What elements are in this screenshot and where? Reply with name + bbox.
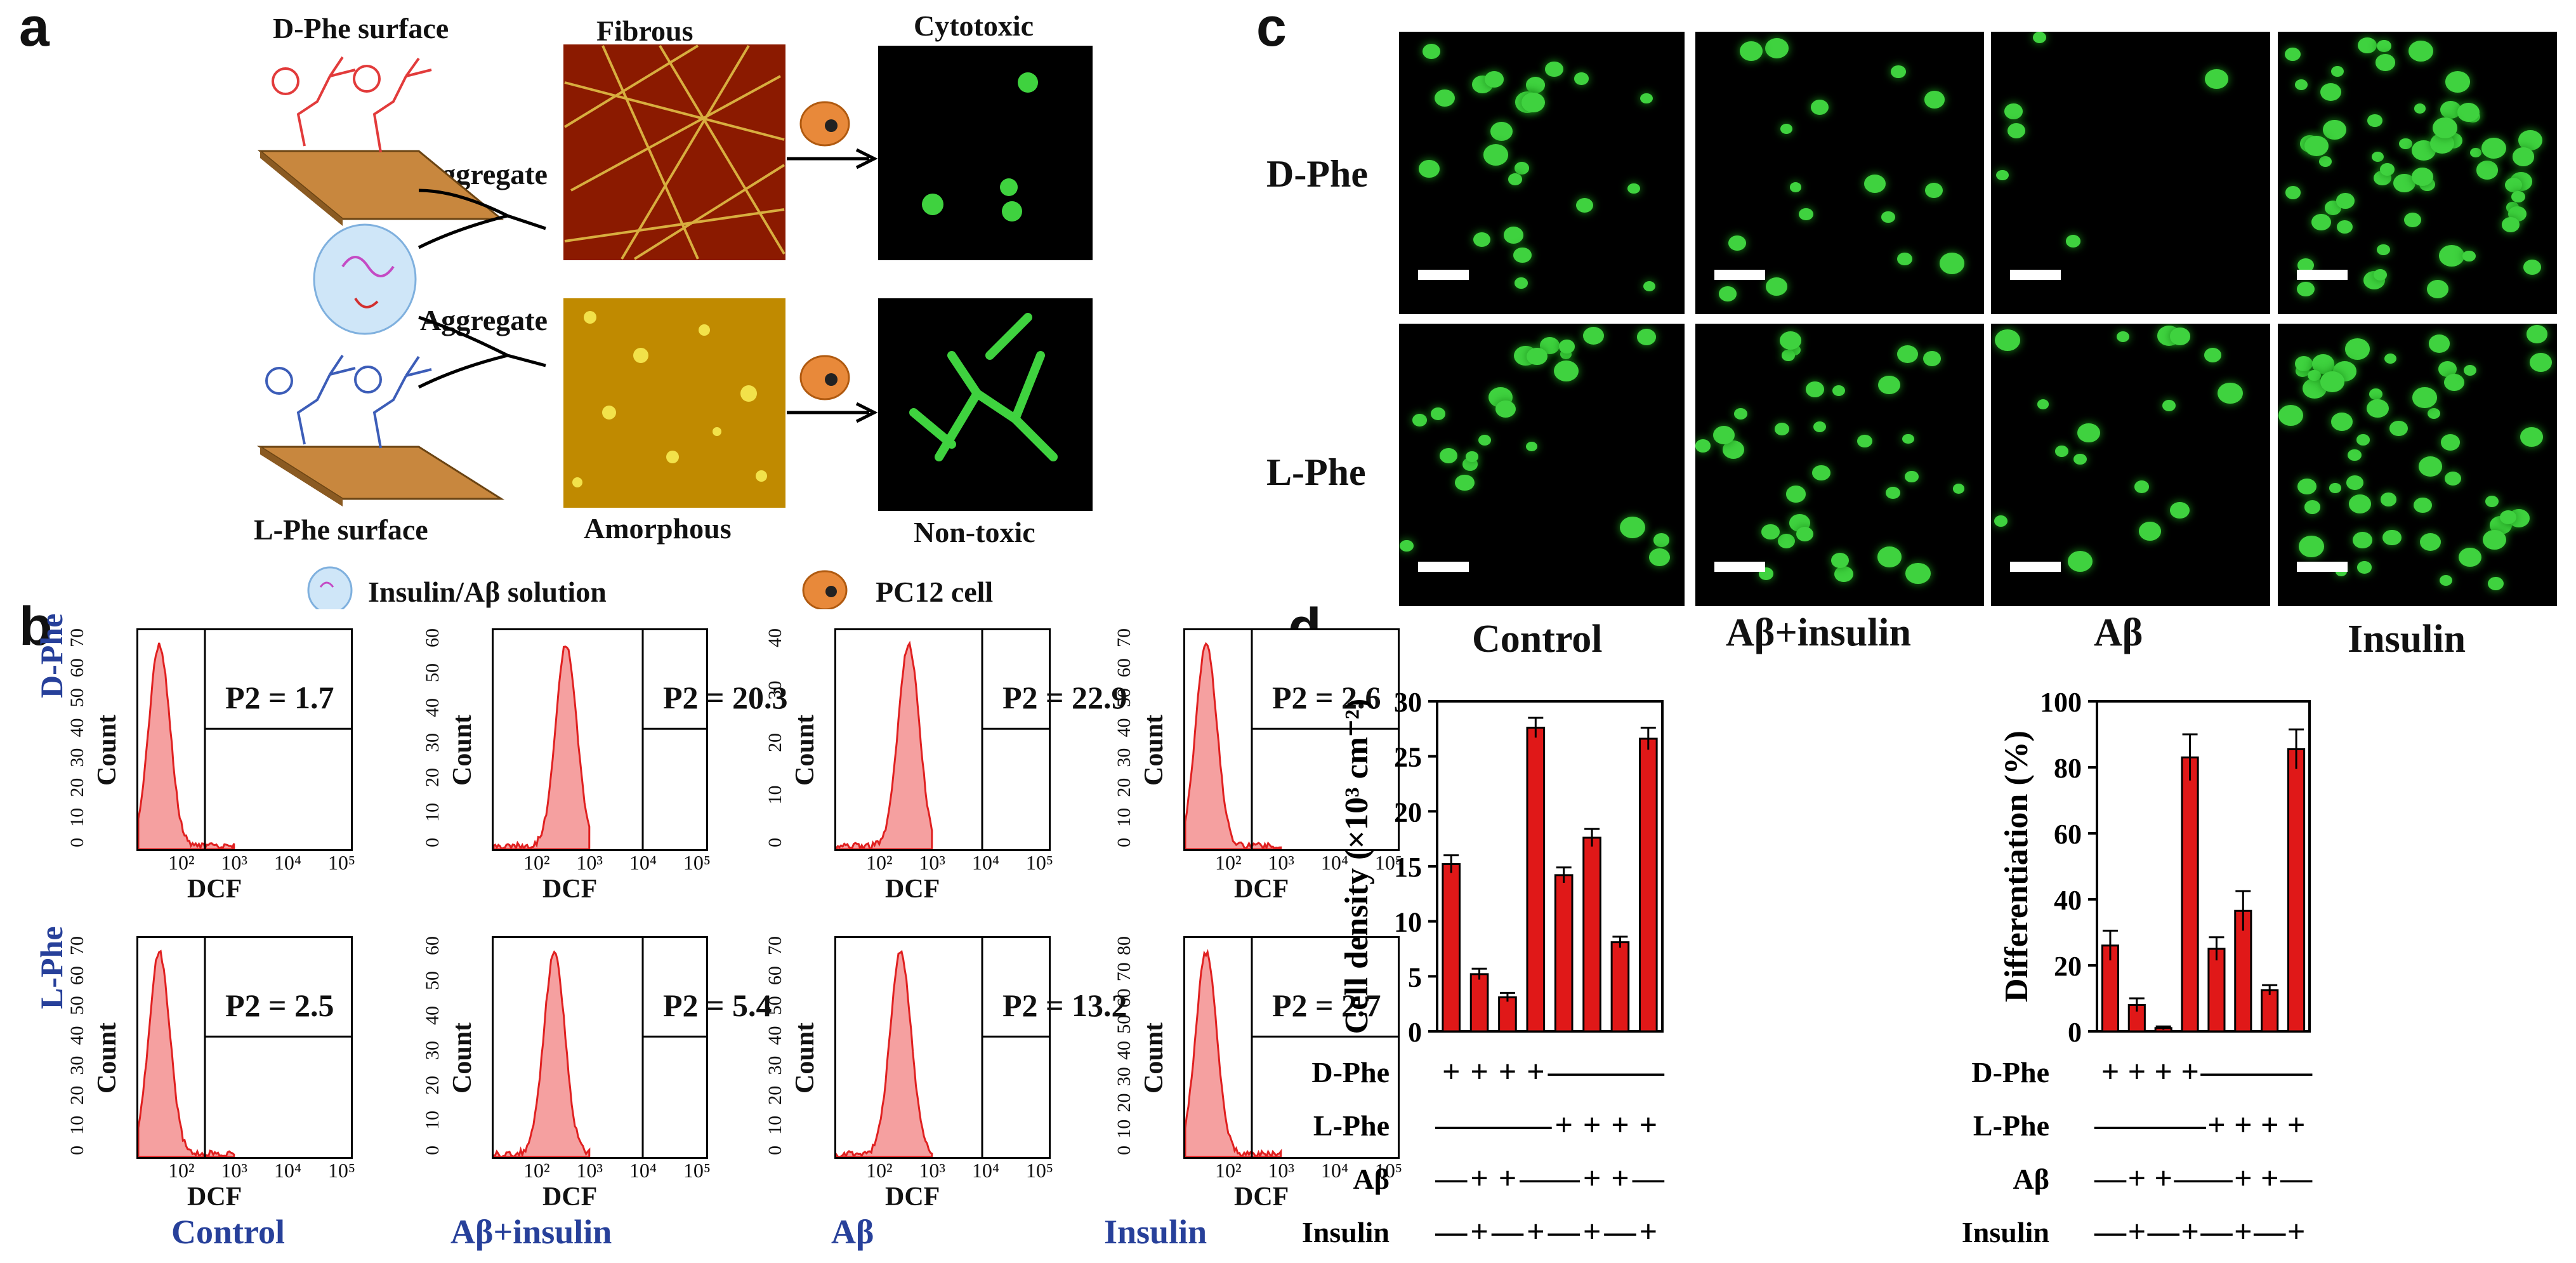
y-tick-label: 60	[2054, 819, 2082, 850]
y-axis-label: Cell density (×10³ cm⁻²)	[1339, 699, 1375, 1035]
condition-sign: —	[1435, 1107, 1468, 1142]
condition-sign: +	[2234, 1160, 2252, 1196]
y-tick-label: 80	[2054, 753, 2082, 784]
condition-label: Aβ	[1353, 1163, 1390, 1195]
condition-sign: +	[1554, 1107, 1573, 1142]
condition-label: L-Phe	[1973, 1109, 2049, 1142]
condition-sign: —	[1491, 1213, 1524, 1249]
condition-sign: +	[2181, 1054, 2199, 1089]
bar	[1612, 942, 1629, 1031]
bar	[1499, 997, 1516, 1031]
condition-sign: —	[1575, 1054, 1608, 1089]
bar	[1471, 974, 1488, 1031]
y-tick-label: 0	[1408, 1017, 1422, 1048]
condition-sign: +	[2261, 1107, 2279, 1142]
condition-sign: —	[2174, 1107, 2207, 1142]
condition-sign: +	[2101, 1054, 2120, 1089]
condition-sign: +	[1499, 1160, 1517, 1196]
condition-sign: —	[1603, 1054, 1636, 1089]
condition-sign: +	[1442, 1054, 1461, 1089]
condition-sign: —	[2094, 1160, 2127, 1196]
bar	[1584, 838, 1601, 1031]
condition-label: D-Phe	[1311, 1056, 1390, 1088]
bar	[1555, 875, 1572, 1031]
y-tick-label: 0	[2068, 1017, 2082, 1048]
condition-sign: —	[2200, 1160, 2233, 1196]
condition-label: Aβ	[2013, 1163, 2049, 1195]
condition-sign: +	[1640, 1107, 1658, 1142]
condition-sign: +	[1640, 1213, 1658, 1249]
condition-sign: —	[1435, 1213, 1468, 1249]
condition-sign: +	[2128, 1213, 2146, 1249]
y-tick-label: 30	[1394, 687, 1422, 718]
condition-sign: —	[2094, 1213, 2127, 1249]
y-tick-label: 40	[2054, 885, 2082, 916]
condition-sign: —	[1632, 1054, 1665, 1089]
condition-sign: +	[1470, 1160, 1488, 1196]
condition-sign: —	[1519, 1107, 1552, 1142]
condition-sign: —	[1548, 1054, 1580, 1089]
y-tick-label: 100	[2040, 687, 2082, 718]
condition-sign: +	[2287, 1213, 2306, 1249]
condition-sign: —	[1435, 1160, 1468, 1196]
condition-sign: +	[2261, 1160, 2279, 1196]
chart-frame	[2097, 701, 2310, 1031]
y-tick-label: 15	[1394, 852, 1422, 883]
bar	[1640, 739, 1657, 1031]
condition-sign: +	[1611, 1107, 1629, 1142]
condition-sign: +	[2154, 1160, 2172, 1196]
condition-sign: +	[1527, 1054, 1545, 1089]
condition-label: D-Phe	[1971, 1056, 2049, 1088]
condition-sign: +	[2234, 1107, 2252, 1142]
y-tick-label: 25	[1394, 742, 1422, 773]
condition-sign: —	[2200, 1213, 2233, 1249]
condition-sign: +	[2181, 1213, 2199, 1249]
condition-sign: +	[1611, 1160, 1629, 1196]
bar	[1527, 728, 1544, 1031]
bar	[2209, 949, 2224, 1031]
y-tick-label: 5	[1408, 962, 1422, 993]
condition-sign: +	[2128, 1054, 2146, 1089]
condition-sign: —	[1632, 1160, 1665, 1196]
y-tick-label: 10	[1394, 907, 1422, 938]
condition-sign: +	[2154, 1054, 2172, 1089]
bar	[1443, 864, 1460, 1031]
condition-sign: —	[1491, 1107, 1524, 1142]
condition-sign: —	[2280, 1160, 2313, 1196]
condition-sign: —	[1603, 1213, 1636, 1249]
condition-sign: —	[1548, 1213, 1580, 1249]
condition-sign: —	[2280, 1054, 2313, 1089]
bar	[2262, 990, 2278, 1031]
condition-label: L-Phe	[1313, 1109, 1390, 1142]
condition-sign: +	[1470, 1054, 1488, 1089]
condition-sign: —	[1463, 1107, 1496, 1142]
condition-sign: +	[2287, 1107, 2306, 1142]
condition-sign: +	[2207, 1107, 2226, 1142]
condition-sign: +	[2128, 1160, 2146, 1196]
condition-sign: +	[1583, 1107, 1601, 1142]
condition-sign: —	[1548, 1160, 1580, 1196]
condition-label: Insulin	[1302, 1216, 1390, 1248]
y-tick-label: 20	[2054, 951, 2082, 982]
condition-sign: +	[1470, 1213, 1488, 1249]
bar	[2182, 757, 2198, 1031]
condition-sign: +	[1583, 1160, 1601, 1196]
condition-sign: —	[1519, 1160, 1552, 1196]
condition-sign: —	[2147, 1213, 2180, 1249]
condition-sign: +	[1527, 1213, 1545, 1249]
y-axis-label: Differentiation (%)	[1999, 731, 2035, 1002]
condition-label: Insulin	[1962, 1216, 2049, 1248]
condition-sign: —	[2253, 1213, 2286, 1249]
bar	[2289, 749, 2304, 1031]
y-tick-label: 20	[1394, 797, 1422, 828]
condition-sign: +	[1583, 1213, 1601, 1249]
condition-sign: +	[1499, 1054, 1517, 1089]
condition-sign: +	[2234, 1213, 2252, 1249]
